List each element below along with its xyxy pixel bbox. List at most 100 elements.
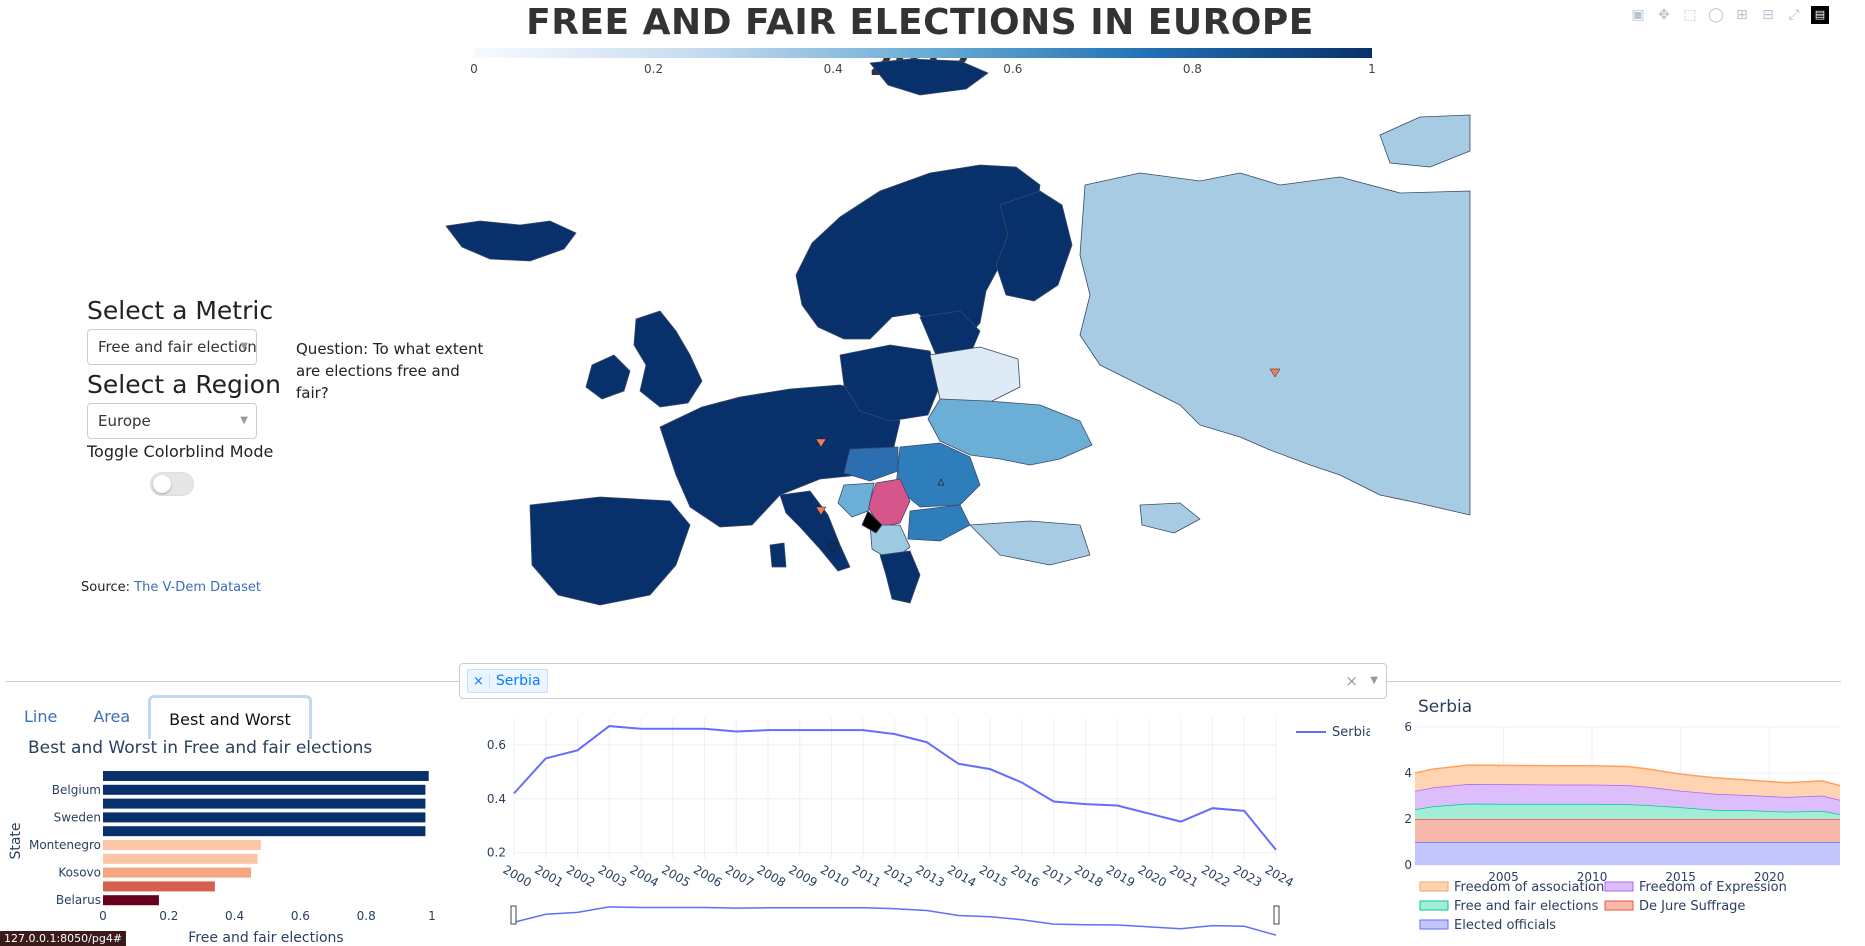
colorblind-toggle-label: Toggle Colorblind Mode <box>87 442 274 461</box>
x-tick-label: 2018 <box>1072 862 1105 889</box>
tab-line[interactable]: Line <box>24 707 58 726</box>
map-colorbar <box>474 48 1372 58</box>
legend-label[interactable]: De Jure Suffrage <box>1639 899 1745 914</box>
metric-question: Question: To what extent are elections f… <box>296 340 484 402</box>
legend-swatch <box>1419 881 1449 892</box>
area-band[interactable] <box>1415 784 1840 815</box>
map-region <box>633 310 703 408</box>
chip-remove-icon[interactable]: × <box>468 673 490 689</box>
bar[interactable] <box>103 881 215 892</box>
x-tick-label: 2014 <box>945 862 978 889</box>
x-tick-label: 2010 <box>1577 870 1608 884</box>
x-tick-label: 0.8 <box>357 909 376 923</box>
bar[interactable] <box>103 771 429 781</box>
area-band[interactable] <box>1415 765 1840 800</box>
pan-icon[interactable]: ✥ <box>1658 7 1670 23</box>
x-tick-label: 2005 <box>659 862 692 889</box>
map-region <box>1139 502 1201 534</box>
colorblind-toggle[interactable] <box>150 472 194 496</box>
clear-icon[interactable]: × <box>1345 672 1358 690</box>
serbia-area-chart[interactable]: Serbia 0 2 4 6 2005 2010 2015 2020 Freedom of ass… <box>1400 690 1840 946</box>
map-region <box>843 446 899 482</box>
range-slider-line[interactable] <box>513 906 1277 936</box>
x-tick-label: 2000 <box>501 862 534 889</box>
tab-best-and-worst[interactable]: Best and Worst <box>148 695 312 739</box>
x-tick-label: 0 <box>99 909 107 923</box>
source-link[interactable]: The V-Dem Dataset <box>134 580 262 595</box>
map-marker <box>937 478 945 486</box>
map-region <box>445 220 577 262</box>
bar[interactable] <box>103 812 426 823</box>
plotly-logo-icon[interactable]: ▤ <box>1811 6 1829 24</box>
x-tick-label: 2013 <box>913 862 946 889</box>
chevron-down-icon[interactable]: ▼ <box>1370 675 1378 686</box>
bar[interactable] <box>103 867 252 878</box>
y-tick-label: 0.6 <box>487 738 506 752</box>
status-url: 127.0.0.1:8050/pg4# <box>0 931 127 946</box>
series-line-serbia[interactable] <box>513 725 1277 851</box>
legend-label[interactable]: Freedom of association <box>1454 880 1604 895</box>
legend-label[interactable]: Free and fair elections <box>1454 899 1599 914</box>
chevron-down-icon: ▼ <box>240 415 248 426</box>
area-band[interactable] <box>1415 842 1840 865</box>
map-region <box>861 510 883 534</box>
legend-swatch <box>1419 900 1449 911</box>
area-band[interactable] <box>1415 803 1840 819</box>
map-region <box>927 398 1093 466</box>
bar[interactable] <box>103 853 258 864</box>
colorbar-tick: 1 <box>1368 62 1376 76</box>
legend-swatch <box>1604 881 1634 892</box>
bar[interactable] <box>103 798 426 809</box>
x-tick-label: 2003 <box>596 862 629 889</box>
lasso-icon[interactable]: ◯ <box>1708 7 1724 23</box>
bar[interactable] <box>103 826 426 837</box>
map-region <box>1079 172 1471 516</box>
zoom-out-icon[interactable]: ⊟ <box>1762 7 1774 23</box>
map-marker <box>815 438 827 448</box>
legend-swatch <box>1604 900 1634 911</box>
range-slider-handle-left[interactable] <box>510 905 517 925</box>
region-dropdown[interactable]: Europe ▼ <box>87 403 257 439</box>
y-axis-label: State <box>8 822 24 859</box>
serbia-line-chart[interactable]: 0.20.40.62000200120022003200420052006200… <box>470 705 1370 946</box>
bar[interactable] <box>103 840 261 850</box>
europe-choropleth-map[interactable] <box>440 55 1480 615</box>
reset-axes-icon[interactable]: ⤢ <box>1788 7 1800 23</box>
region-value: Europe <box>98 412 151 430</box>
x-tick-label: 0.2 <box>159 909 178 923</box>
x-tick-label: 2023 <box>1231 862 1264 889</box>
map-region <box>969 520 1091 566</box>
x-tick-label: 2009 <box>786 862 819 889</box>
tab-area[interactable]: Area <box>93 707 131 726</box>
legend-label[interactable]: Freedom of Expression <box>1639 880 1787 895</box>
metric-value: Free and fair elections <box>98 338 257 356</box>
x-tick-label: 2004 <box>628 862 661 889</box>
metric-dropdown[interactable]: Free and fair elections ▼ <box>87 329 257 365</box>
country-multiselect[interactable]: × Serbia × ▼ <box>459 663 1387 699</box>
y-tick-label: 0 <box>1404 858 1412 872</box>
legend-label[interactable]: Serbia <box>1332 725 1370 740</box>
source-prefix: Source: <box>81 580 131 595</box>
bar-label: Montenegro <box>29 838 101 852</box>
camera-icon[interactable]: ▣ <box>1631 7 1645 23</box>
source-line: Source: The V-Dem Dataset <box>81 580 261 595</box>
best-worst-bar-chart[interactable]: Best and Worst in Free and fair election… <box>0 733 450 946</box>
map-region <box>1379 114 1471 168</box>
range-slider-handle-right[interactable] <box>1273 905 1280 925</box>
country-chip[interactable]: × Serbia <box>467 669 548 693</box>
x-tick-label: 2001 <box>532 862 565 889</box>
colorbar-tick: 0.8 <box>1182 62 1202 76</box>
x-tick-label: 2022 <box>1199 862 1232 889</box>
legend-label[interactable]: Elected officials <box>1454 918 1556 933</box>
zoom-in-icon[interactable]: ⊞ <box>1736 7 1748 23</box>
x-tick-label: 2015 <box>1665 870 1696 884</box>
x-tick-label: 2002 <box>564 862 597 889</box>
bar[interactable] <box>103 895 159 906</box>
area-chart-title: Serbia <box>1418 697 1472 717</box>
y-tick-label: 4 <box>1404 766 1412 780</box>
area-band[interactable] <box>1415 819 1840 842</box>
x-tick-label: 2024 <box>1263 862 1296 889</box>
x-tick-label: 2021 <box>1167 862 1200 889</box>
box-select-icon[interactable]: ⬚ <box>1683 7 1697 23</box>
bar[interactable] <box>103 784 426 795</box>
